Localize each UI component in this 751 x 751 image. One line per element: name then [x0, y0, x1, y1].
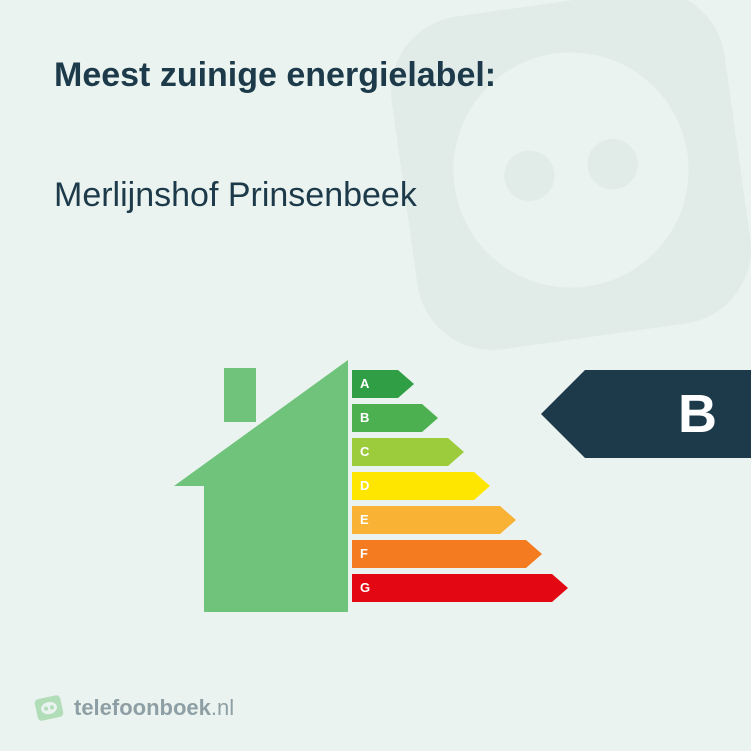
energy-bar-letter: F: [360, 540, 368, 568]
house-icon: [170, 360, 348, 620]
footer-brand-tld: .nl: [211, 695, 234, 720]
energy-bar-letter: G: [360, 574, 370, 602]
footer-brand: telefoonboek.nl: [34, 693, 234, 723]
energy-bar-letter: C: [360, 438, 369, 466]
footer-brand-text: telefoonboek.nl: [74, 693, 234, 723]
energy-bar-letter: B: [360, 404, 369, 432]
book-icon: [31, 690, 67, 726]
selected-label-letter: B: [678, 370, 717, 458]
energy-label-chart: ABCDEFG: [170, 350, 590, 630]
energy-bar-letter: D: [360, 472, 369, 500]
page-title: Meest zuinige energielabel:: [54, 56, 496, 95]
location-name: Merlijnshof Prinsenbeek: [54, 176, 417, 215]
selected-label-badge: B: [541, 370, 751, 458]
energy-bar-letter: E: [360, 506, 369, 534]
energy-bar-letter: A: [360, 370, 369, 398]
footer-brand-bold: telefoonboek: [74, 695, 211, 720]
